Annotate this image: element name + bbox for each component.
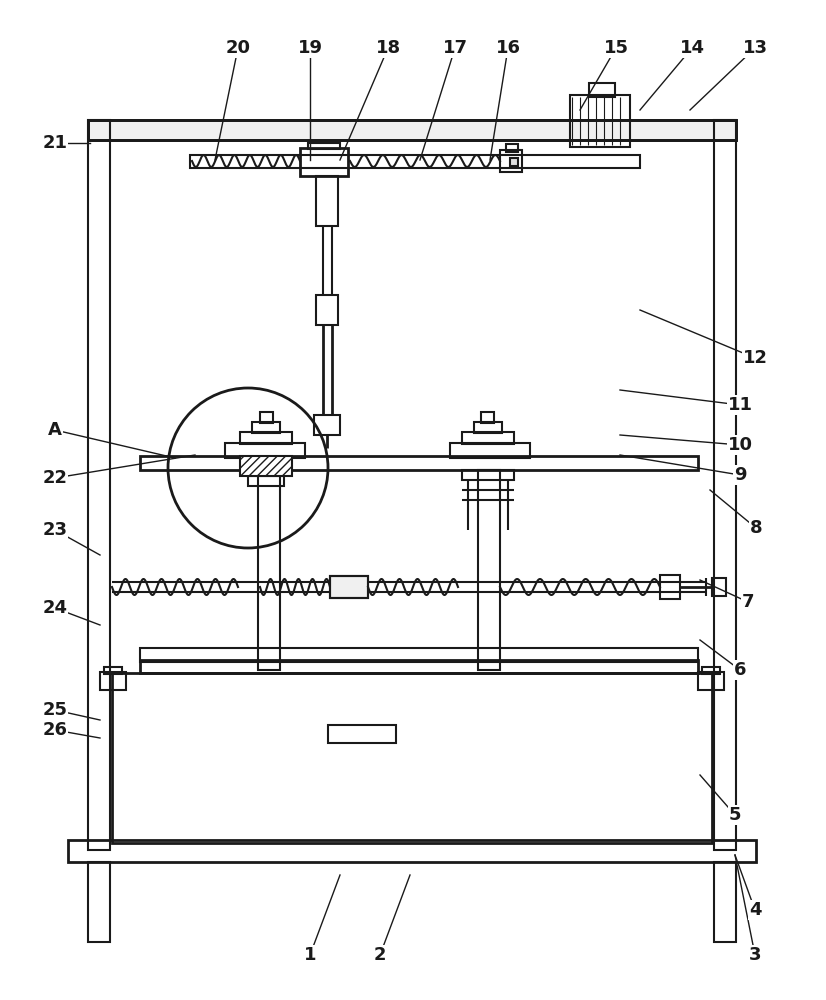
Bar — [660, 575, 680, 599]
Text: 7: 7 — [742, 593, 754, 611]
Bar — [88, 862, 110, 942]
Bar — [570, 95, 630, 147]
Bar — [300, 148, 348, 176]
Bar — [474, 422, 502, 433]
Bar — [140, 648, 698, 662]
Text: 11: 11 — [728, 396, 752, 414]
Text: 16: 16 — [496, 39, 520, 57]
Text: 4: 4 — [748, 901, 762, 919]
Text: 3: 3 — [748, 946, 762, 964]
Text: 1: 1 — [304, 946, 316, 964]
Bar — [88, 120, 736, 140]
Bar — [88, 120, 736, 140]
Text: 9: 9 — [733, 466, 746, 484]
Bar — [714, 862, 736, 942]
Bar — [481, 412, 494, 423]
Bar — [308, 143, 340, 149]
Bar — [140, 456, 698, 470]
Bar — [462, 432, 514, 444]
Bar — [462, 470, 514, 480]
Bar — [698, 672, 724, 690]
Text: 12: 12 — [743, 349, 767, 367]
Bar — [88, 120, 110, 850]
Text: 2: 2 — [373, 946, 387, 964]
Bar — [190, 155, 640, 168]
Bar — [316, 295, 338, 325]
Bar — [240, 456, 292, 476]
Text: 24: 24 — [42, 599, 68, 617]
Text: 18: 18 — [376, 39, 401, 57]
Bar — [330, 576, 368, 598]
Text: 8: 8 — [750, 519, 762, 537]
Bar — [240, 432, 292, 444]
Bar — [260, 412, 273, 423]
Bar — [500, 150, 522, 172]
Bar — [330, 576, 368, 598]
Text: 20: 20 — [225, 39, 250, 57]
Text: 21: 21 — [42, 134, 68, 152]
Bar — [702, 667, 720, 674]
Text: 15: 15 — [604, 39, 629, 57]
Text: A: A — [48, 421, 62, 439]
Text: 23: 23 — [42, 521, 68, 539]
Bar — [510, 158, 518, 166]
Bar — [100, 672, 126, 690]
Text: 26: 26 — [42, 721, 68, 739]
Text: 14: 14 — [680, 39, 705, 57]
Text: 25: 25 — [42, 701, 68, 719]
Bar — [714, 120, 736, 850]
Bar — [712, 578, 726, 596]
Bar — [258, 470, 280, 670]
Text: 17: 17 — [443, 39, 468, 57]
Text: 22: 22 — [42, 469, 68, 487]
Text: 5: 5 — [729, 806, 741, 824]
Bar — [506, 144, 518, 152]
Text: 6: 6 — [733, 661, 746, 679]
Bar — [112, 673, 712, 843]
Bar — [104, 667, 122, 674]
Bar — [328, 725, 396, 743]
Bar — [478, 470, 500, 670]
Bar — [248, 476, 284, 486]
Bar — [140, 660, 698, 673]
Text: 13: 13 — [743, 39, 767, 57]
Bar — [252, 422, 280, 433]
Bar — [314, 415, 340, 435]
Text: 10: 10 — [728, 436, 752, 454]
Bar — [225, 443, 305, 458]
Bar — [450, 443, 530, 458]
Bar — [316, 176, 338, 226]
Bar — [589, 83, 615, 97]
Bar — [68, 840, 756, 862]
Text: 19: 19 — [297, 39, 322, 57]
